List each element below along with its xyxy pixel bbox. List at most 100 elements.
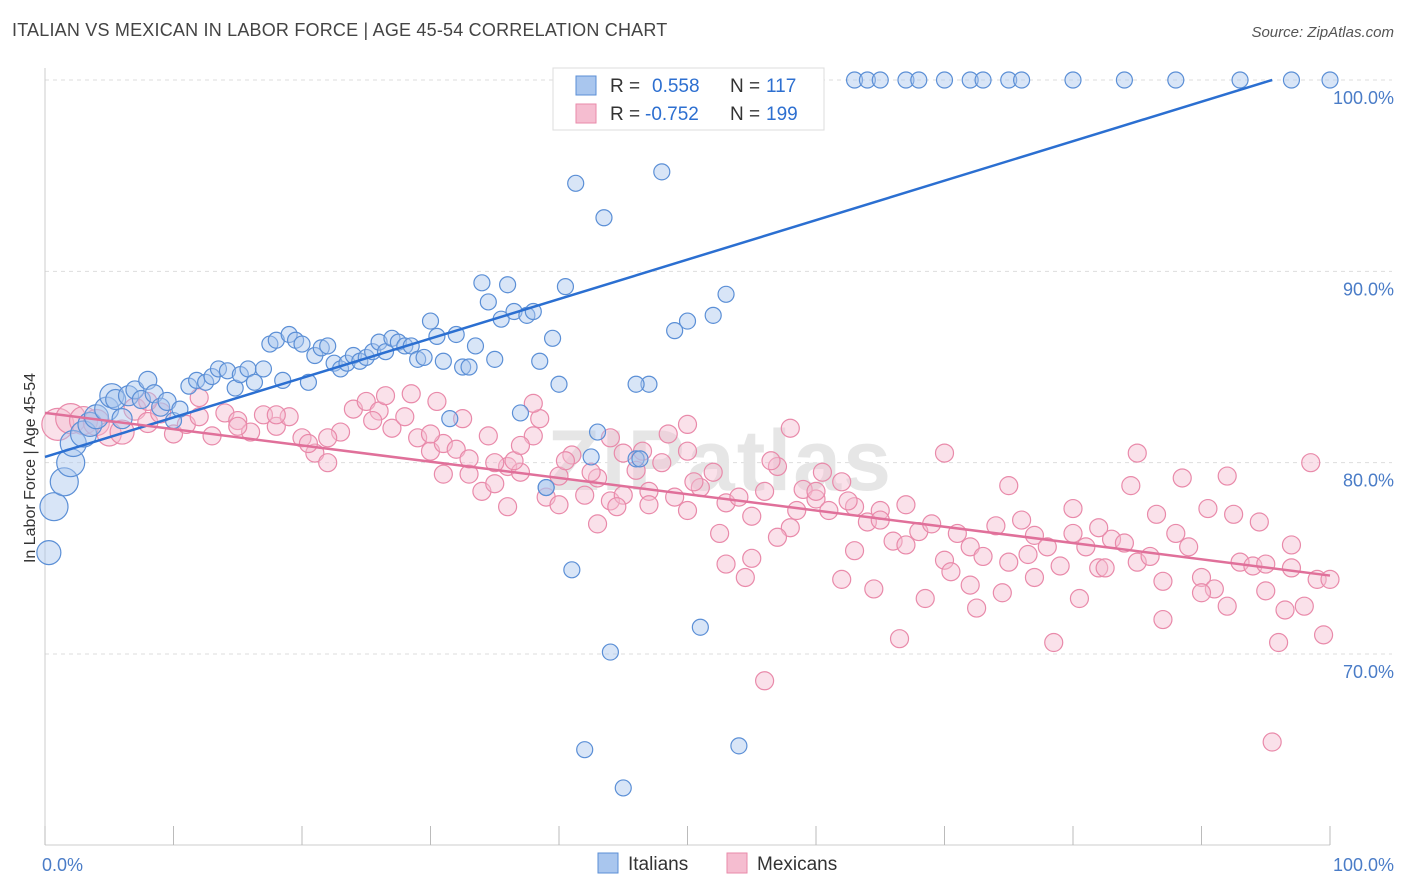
mexican-point	[1191, 583, 1212, 603]
italian-point	[370, 333, 388, 351]
mexican-point	[1281, 558, 1302, 578]
mexican-point	[433, 464, 453, 484]
italian-point	[293, 335, 311, 353]
mexican-point	[401, 384, 421, 404]
italian-point	[415, 348, 433, 367]
mexican-point	[1063, 523, 1083, 544]
mexican-point	[189, 388, 209, 408]
mexican-point	[1320, 569, 1340, 589]
italian-point	[653, 163, 671, 181]
italian-point	[499, 276, 517, 294]
italian-point	[691, 618, 709, 636]
mexican-point	[864, 579, 884, 599]
mexican-point	[485, 474, 505, 494]
mexican-point	[889, 629, 910, 649]
bottom-legend-italians: Italians	[628, 854, 688, 875]
italian-point	[473, 274, 491, 292]
mexican-point	[459, 464, 479, 484]
mexican-point	[684, 472, 704, 492]
italian-point	[627, 375, 645, 393]
italian-point	[627, 450, 645, 468]
italian-point	[614, 779, 632, 797]
legend-r-label: R =	[610, 76, 640, 97]
italian-point	[543, 329, 562, 347]
mexican-point	[478, 426, 498, 446]
mexican-point	[1262, 732, 1282, 752]
mexican-point	[1313, 625, 1334, 645]
italian-point	[441, 410, 459, 428]
mexican-point	[896, 535, 916, 555]
mexican-point	[1256, 581, 1276, 601]
italian-point	[567, 174, 585, 192]
bottom-legend-swatch-italians	[597, 852, 619, 874]
italian-point	[537, 478, 555, 497]
italian-point	[556, 278, 575, 296]
mexican-point	[754, 671, 775, 691]
mexican-point	[761, 451, 781, 471]
italian-point	[974, 71, 992, 89]
mexican-point	[1114, 533, 1135, 553]
mexican-point	[318, 428, 338, 448]
italian-point	[588, 423, 607, 441]
x-tick-label: 100.0%	[1333, 855, 1394, 875]
mexican-point	[787, 500, 807, 521]
italian-point	[511, 404, 530, 422]
mexican-point	[1044, 632, 1064, 653]
mexican-point	[1249, 512, 1269, 532]
mexican-point	[1268, 632, 1289, 653]
mexican-point	[356, 391, 376, 412]
mexican-point	[883, 531, 903, 551]
mexican-point	[575, 485, 595, 505]
mexican-point	[754, 481, 775, 501]
mexican-point	[555, 451, 576, 471]
italian-point	[466, 337, 485, 355]
italian-point	[961, 71, 979, 89]
legend-r-label: R =	[610, 104, 640, 125]
italian-point	[125, 380, 145, 400]
mexican-point	[677, 414, 698, 434]
source-label: Source: ZipAtlas.com	[1251, 24, 1394, 41]
italian-point	[576, 741, 594, 759]
italian-point	[531, 352, 549, 370]
mexican-point	[1063, 498, 1083, 519]
mexican-point	[1095, 558, 1115, 578]
chart-title: ITALIAN VS MEXICAN IN LABOR FORCE | AGE …	[12, 20, 668, 40]
mexican-point	[658, 424, 678, 444]
mexican-point	[652, 453, 672, 473]
y-tick-label: 80.0%	[1343, 471, 1394, 491]
mexican-point	[1256, 554, 1276, 574]
mexican-point	[1089, 518, 1109, 538]
mexican-point	[934, 443, 955, 463]
legend-swatch-mexicans	[575, 103, 597, 124]
mexican-point	[318, 453, 338, 473]
italian-point	[319, 337, 337, 355]
mexican-point	[375, 386, 396, 406]
mexican-point	[549, 495, 569, 515]
italian-point	[910, 71, 928, 89]
legend-n-value: 199	[766, 104, 798, 125]
mexican-point	[677, 500, 698, 521]
italian-point	[595, 209, 613, 227]
mexican-point	[523, 393, 543, 413]
italian-point	[218, 362, 237, 380]
italian-point	[845, 71, 864, 89]
mexican-point	[967, 598, 987, 618]
italian-point	[1064, 71, 1082, 89]
bottom-legend: Italians Mexicans	[597, 852, 837, 875]
mexican-point	[1204, 579, 1224, 599]
mexican-point	[973, 546, 993, 567]
y-tick-label: 100.0%	[1333, 88, 1394, 108]
mexican-point	[844, 541, 865, 561]
mexican-point	[1172, 468, 1192, 488]
mexican-point	[767, 527, 788, 547]
italian-point	[871, 71, 889, 89]
mexican-point	[780, 418, 800, 438]
mexican-point	[806, 489, 826, 509]
mexican-point	[703, 462, 723, 482]
mexican-point	[581, 462, 601, 482]
italian-point	[105, 388, 127, 411]
mexican-point	[298, 433, 319, 454]
mexican-point	[228, 410, 248, 431]
mexican-point	[832, 472, 852, 492]
legend-r-value: -0.752	[645, 104, 699, 125]
